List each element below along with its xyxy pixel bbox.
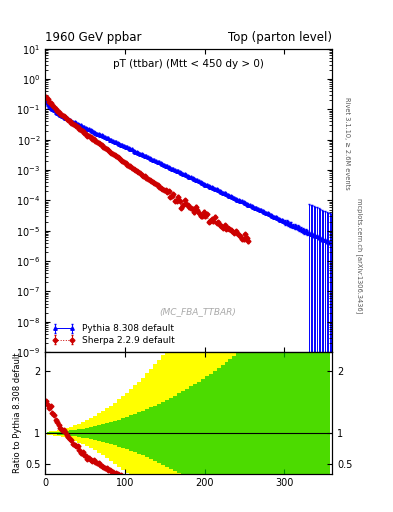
Text: Top (parton level): Top (parton level) (228, 31, 332, 44)
Legend: Pythia 8.308 default, Sherpa 2.2.9 default: Pythia 8.308 default, Sherpa 2.2.9 defau… (50, 322, 178, 348)
Text: mcplots.cern.ch [arXiv:1306.3436]: mcplots.cern.ch [arXiv:1306.3436] (356, 198, 362, 314)
Y-axis label: Ratio to Pythia 8.308 default: Ratio to Pythia 8.308 default (13, 353, 22, 473)
Text: 1960 GeV ppbar: 1960 GeV ppbar (45, 31, 142, 44)
Text: (MC_FBA_TTBAR): (MC_FBA_TTBAR) (159, 307, 236, 316)
Text: pT (ttbar) (Mtt < 450 dy > 0): pT (ttbar) (Mtt < 450 dy > 0) (113, 59, 264, 69)
Text: Rivet 3.1.10, ≥ 2.6M events: Rivet 3.1.10, ≥ 2.6M events (344, 97, 350, 190)
